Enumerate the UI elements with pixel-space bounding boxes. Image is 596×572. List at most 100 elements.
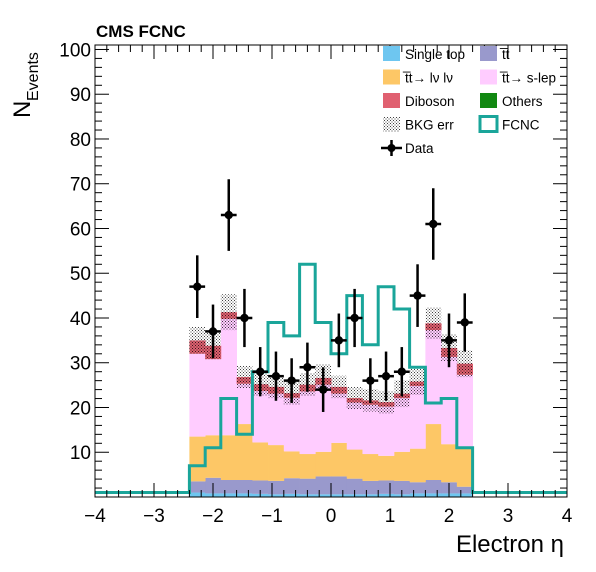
y-tick-label-7: 80: [70, 130, 91, 151]
data-point-12: [378, 351, 394, 401]
data-point-16: [441, 313, 457, 368]
legend-item-4: Diboson: [383, 93, 455, 109]
legend-item-5: Others: [480, 93, 543, 109]
x-tick-label-0: −4: [84, 506, 106, 527]
bar-0-17: [456, 493, 473, 497]
bkg-err-9: [331, 375, 347, 399]
bar-2-0: [189, 436, 206, 482]
data-marker-2: [224, 210, 233, 220]
data-point-13: [393, 347, 410, 397]
legend-label-0: Single top: [405, 47, 465, 62]
bar-1-5: [268, 480, 285, 495]
y-axis-title: N Events: [9, 52, 42, 118]
legend-item-8: Data: [381, 140, 434, 156]
legend-swatch-1: [480, 46, 497, 61]
data-point-4: [252, 347, 269, 397]
bar-1-11: [362, 480, 379, 495]
bar-2-3: [236, 424, 253, 480]
bar-2-8: [315, 451, 332, 477]
bar-2-5: [268, 445, 285, 481]
legend-label-8: Data: [405, 141, 434, 156]
bar-1-14: [409, 482, 426, 494]
bar-0-11: [362, 494, 379, 497]
bar-0-0: [189, 492, 206, 497]
legend-label-6: BKG err: [405, 118, 454, 133]
data-points: [189, 179, 473, 412]
bar-2-1: [205, 435, 222, 478]
data-marker-12: [381, 371, 391, 381]
bar-3-14: [409, 386, 426, 449]
x-tick-label-8: 4: [562, 506, 573, 527]
bar-0-12: [378, 493, 395, 497]
bar-3-9: [331, 393, 348, 443]
bkg-err-0: [189, 326, 206, 354]
bar-3-8: [315, 384, 332, 452]
data-marker-4: [256, 367, 265, 376]
bar-0-9: [331, 494, 348, 497]
legend-swatch-0: [383, 46, 400, 61]
bar-1-8: [315, 476, 332, 495]
bar-0-6: [283, 493, 300, 497]
legend-swatch-3: [480, 69, 497, 85]
legend-label-3: t̅t→ s-lep: [500, 71, 556, 86]
bar-3-12: [378, 406, 395, 456]
legend-item-2: t̅t→ lν lν: [383, 69, 454, 86]
x-tick-label-3: −1: [261, 506, 283, 527]
y-tick-label-9: 100: [59, 40, 91, 61]
fcnc-line: [95, 262, 567, 494]
data-marker-1: [208, 327, 218, 336]
bkg-err-10: [346, 386, 363, 410]
y-tick-label-1: 20: [70, 398, 91, 419]
data-point-9: [330, 313, 347, 368]
data-marker-11: [366, 376, 375, 385]
y-tick-label-2: 30: [70, 354, 91, 375]
y-axis-ticks: 10 20 30 40 50 60 70 80 90 100: [59, 40, 567, 489]
bar-2-4: [252, 442, 269, 481]
bar-1-3: [236, 479, 253, 494]
x-tick-label-5: 1: [385, 506, 396, 527]
bar-2-9: [331, 442, 348, 477]
data-point-8: [315, 367, 332, 412]
bar-1-15: [425, 479, 442, 494]
bkg-err-17: [456, 350, 473, 378]
y-tick-label-5: 60: [70, 219, 91, 240]
data-point-0: [189, 255, 206, 318]
bar-3-10: [346, 402, 363, 450]
legend-label-1: t̅t: [500, 47, 510, 62]
y-tick-label-6: 70: [70, 175, 91, 196]
legend-label-2: t̅t→ lν lν: [403, 71, 454, 86]
data-point-15: [425, 188, 442, 260]
data-point-5: [268, 351, 284, 401]
x-tick-label-7: 3: [503, 506, 514, 527]
data-marker-16: [444, 336, 454, 345]
data-marker-0: [193, 282, 202, 291]
bar-2-17: [456, 448, 473, 487]
bar-0-14: [409, 493, 426, 497]
bkg-err-2: [220, 294, 237, 331]
bar-3-5: [268, 393, 285, 446]
y-axis-title-sub: Events: [25, 52, 42, 101]
bar-3-17: [456, 374, 473, 449]
data-point-1: [205, 304, 221, 359]
x-tick-label-1: −3: [143, 506, 165, 527]
legend-swatch-2: [383, 69, 400, 85]
legend-item-7: FCNC: [478, 115, 540, 133]
data-marker-5: [271, 371, 281, 381]
bar-3-6: [283, 397, 300, 452]
bar-3-1: [205, 359, 222, 436]
legend-label-5: Others: [502, 94, 543, 109]
bar-2-10: [346, 449, 363, 479]
legend: Single top t̅t t̅t→ lν lν t̅t→ s-lep Diboson…: [381, 46, 556, 156]
legend-swatch-7: [478, 115, 499, 133]
bar-1-10: [346, 478, 363, 495]
bar-0-15: [425, 493, 442, 497]
data-marker-15: [429, 219, 438, 229]
data-point-14: [409, 264, 426, 327]
legend-marker-dot-8: [387, 144, 396, 152]
legend-item-1: t̅t: [480, 46, 510, 62]
data-point-17: [456, 293, 473, 352]
data-point-11: [362, 358, 379, 404]
data-point-7: [299, 342, 316, 392]
bkg-err-3: [236, 365, 253, 389]
legend-swatch-5: [480, 93, 497, 108]
